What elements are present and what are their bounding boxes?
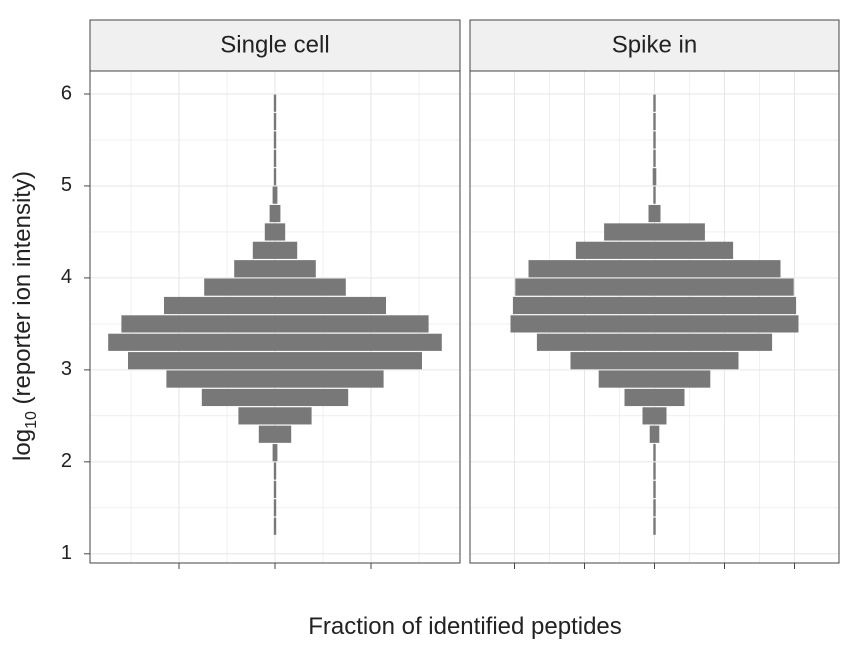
bar-single-cell [273,94,277,112]
bar-single-cell [272,444,278,462]
bar-single-cell [258,425,292,443]
bar-spike-in [653,499,656,517]
bar-spike-in [653,149,656,167]
bar-single-cell [121,315,429,333]
y-axis-title-subscript: 10 [23,411,40,429]
bar-spike-in [624,388,685,407]
bar-single-cell [273,112,277,131]
bar-single-cell [238,407,312,425]
bar-spike-in [510,315,799,333]
bar-single-cell [273,462,277,480]
bar-spike-in [648,204,661,223]
bar-spike-in [570,352,739,370]
bar-spike-in [575,241,734,259]
bar-single-cell [273,499,277,517]
bar-single-cell [108,333,442,351]
bar-spike-in [642,407,667,425]
bar-single-cell [273,168,277,186]
bar-spike-in [528,260,781,278]
grid-spike-in [470,71,839,563]
bar-spike-in [653,480,656,499]
bar-single-cell [273,149,277,167]
bar-spike-in [536,333,773,351]
x-axis-ticks [178,563,795,569]
bar-single-cell [264,223,286,241]
bar-single-cell [273,480,277,499]
bar-single-cell [272,186,278,204]
bar-single-cell [128,352,422,370]
bar-spike-in [653,517,656,535]
y-axis-title-log: log [9,429,36,461]
bar-spike-in [653,131,656,149]
y-axis-title: log10 (reporter ion intensity) [9,171,40,461]
y-axis: 1 2 3 4 5 6 [61,82,90,564]
panel-title-single-cell: Single cell [220,31,329,58]
bar-spike-in [652,168,657,186]
bar-single-cell [234,260,316,278]
bar-single-cell [273,517,277,535]
bar-spike-in [653,94,656,112]
bar-single-cell [201,388,349,407]
bar-spike-in [512,296,797,315]
strip-spike-in [469,19,840,72]
y-tick-label: 1 [61,542,72,564]
bar-spike-in [653,462,656,480]
bar-single-cell [269,204,281,223]
bars-single-cell [108,94,442,535]
y-tick-label: 2 [61,450,72,472]
y-tick-label: 3 [61,358,72,380]
panel-spike-in: Spike in [469,19,840,564]
bar-spike-in [653,112,656,131]
bar-spike-in [649,425,660,443]
y-tick-label: 4 [61,266,72,288]
bars-spike-in [510,94,799,535]
bar-single-cell [273,131,277,149]
panel-title-spike-in: Spike in [612,31,697,58]
bar-single-cell [204,278,346,296]
panel-single-cell: Single cell [89,19,461,564]
bar-spike-in [653,186,656,204]
bar-spike-in [598,370,711,388]
bar-single-cell [166,370,384,388]
y-axis-title-suffix: (reporter ion intensity) [9,171,36,411]
bar-spike-in [653,444,656,462]
x-axis-title: Fraction of identified peptides [308,613,622,640]
bar-single-cell [252,241,298,259]
bar-spike-in [515,278,794,296]
y-tick-label: 5 [61,174,72,196]
y-tick-label: 6 [61,82,72,104]
bar-spike-in [604,223,705,241]
strip-single-cell [89,19,461,72]
bar-single-cell [164,296,386,315]
